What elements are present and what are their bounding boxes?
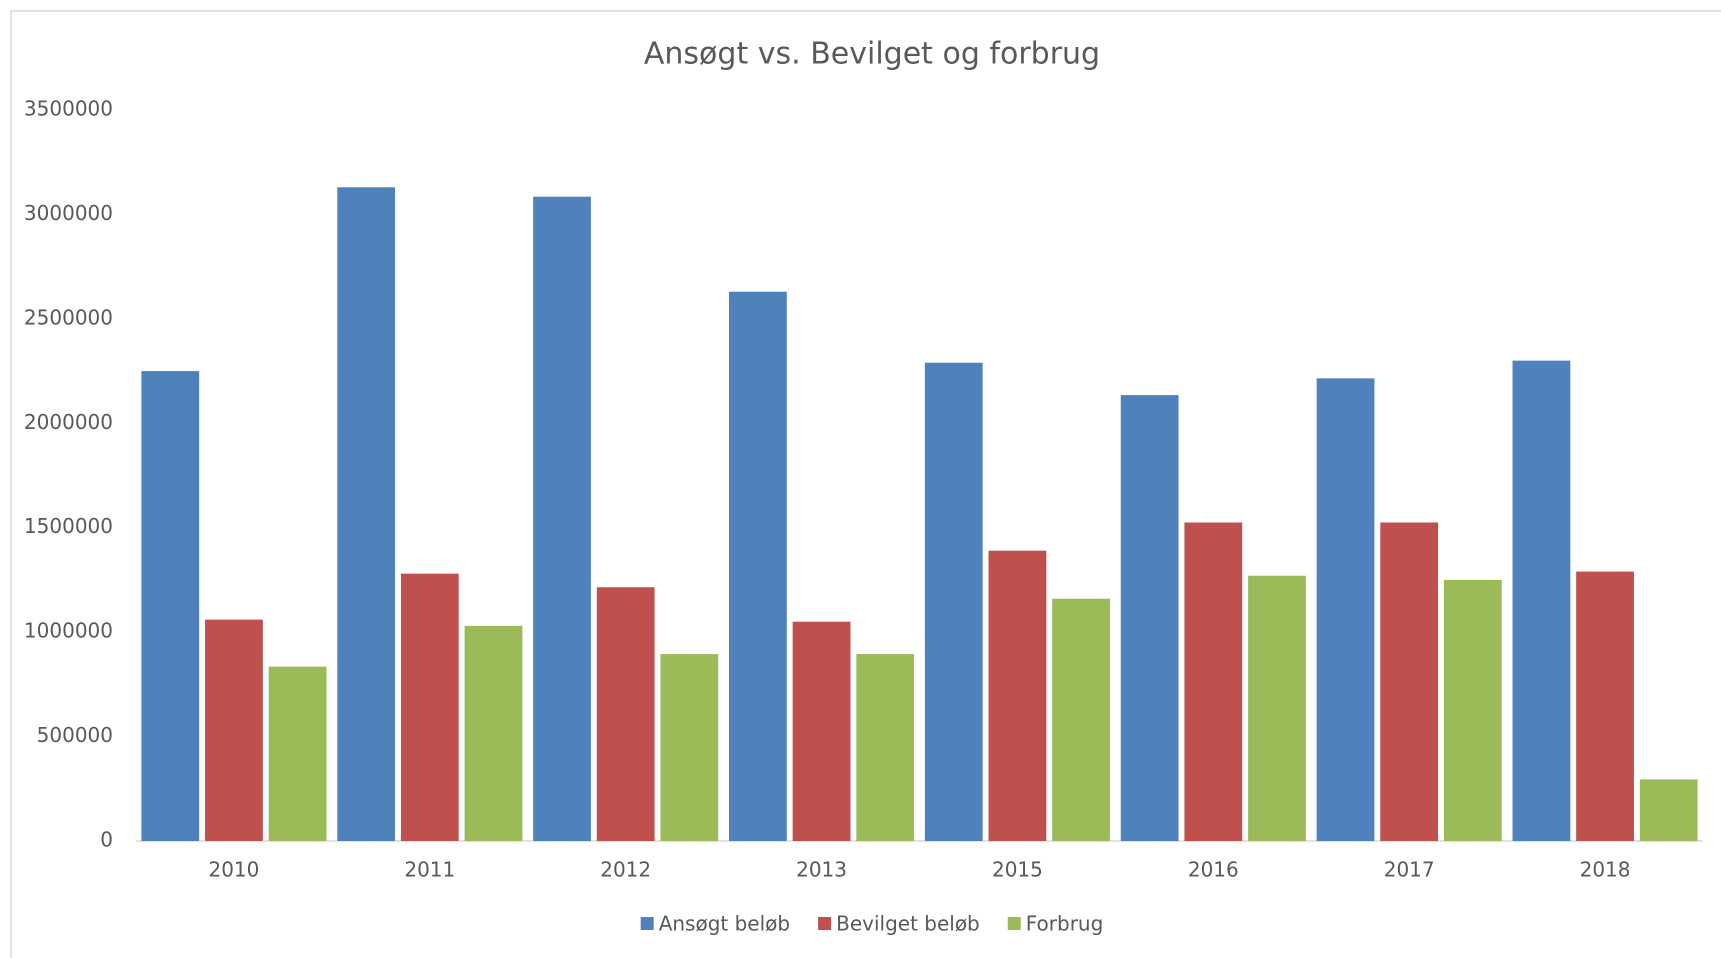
bar: [924, 362, 983, 841]
bar: [337, 187, 396, 841]
y-tick-label: 1000000: [24, 619, 113, 643]
legend-swatch: [1007, 917, 1021, 930]
bar: [1639, 779, 1698, 841]
y-tick-label: 500000: [37, 723, 113, 747]
y-tick-label: 2500000: [24, 305, 113, 329]
legend-label: Forbrug: [1026, 912, 1104, 936]
x-tick-label: 2016: [1188, 858, 1239, 882]
bar: [988, 550, 1047, 841]
bar: [400, 573, 459, 841]
bar: [660, 654, 719, 841]
x-tick-label: 2017: [1384, 858, 1435, 882]
x-tick-label: 2010: [208, 858, 259, 882]
legend-label: Ansøgt beløb: [659, 912, 790, 936]
bar: [1576, 571, 1634, 841]
legend-label: Bevilget beløb: [836, 912, 980, 936]
chart-title: Ansøgt vs. Bevilget og forbrug: [644, 37, 1100, 72]
bar: [1184, 522, 1243, 841]
y-tick-label: 1500000: [24, 514, 113, 538]
bar: [464, 625, 523, 841]
legend-swatch: [640, 917, 654, 930]
bar: [1052, 598, 1110, 841]
x-tick-label: 2018: [1580, 858, 1631, 882]
y-tick-label: 0: [100, 828, 113, 852]
y-tick-label: 2000000: [24, 410, 113, 434]
y-tick-label: 3000000: [24, 201, 113, 225]
y-tick-label: 3500000: [24, 97, 113, 121]
bar: [268, 666, 327, 841]
bar: [141, 371, 200, 841]
bar: [1248, 575, 1306, 841]
bar: [1443, 579, 1502, 841]
bar: [205, 619, 263, 841]
bar: [1316, 378, 1375, 841]
bar: [1120, 395, 1179, 841]
x-tick-label: 2015: [992, 858, 1043, 882]
x-tick-label: 2011: [404, 858, 455, 882]
bar: [533, 196, 591, 841]
x-tick-label: 2012: [600, 858, 651, 882]
bar: [596, 587, 655, 841]
bar: [1380, 522, 1439, 841]
bar: [856, 654, 915, 841]
legend-swatch: [818, 917, 832, 930]
bar: [729, 291, 787, 842]
bar: [1512, 360, 1571, 841]
bar: [792, 621, 851, 841]
x-tick-label: 2013: [796, 858, 847, 882]
